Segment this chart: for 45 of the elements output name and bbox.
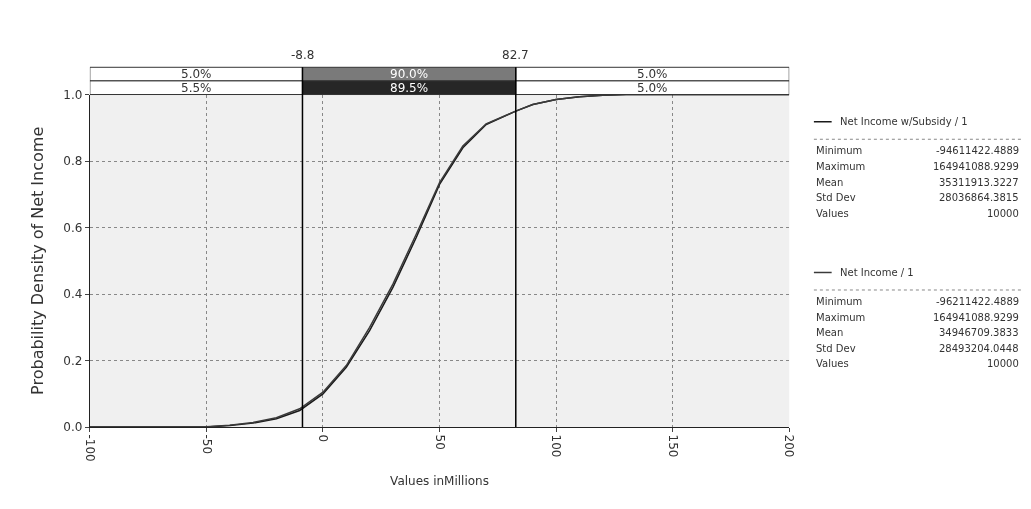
text: 164941088.9299 (933, 312, 1019, 323)
annotation: 5.5% (181, 81, 212, 95)
text: 34946709.3833 (939, 327, 1019, 338)
text: Values (816, 208, 849, 219)
y-tick-label: 0.6 (63, 220, 83, 235)
text: Minimum (816, 145, 863, 156)
legend-label: Net Income w/Subsidy / 1 (840, 116, 968, 127)
x-tick-label: 50 (432, 434, 447, 450)
text: 5.0% (181, 67, 212, 81)
legend-label: Net Income / 1 (840, 267, 914, 278)
text: Std Dev (816, 343, 856, 354)
text: 28036864.3815 (939, 192, 1019, 203)
text: Maximum (816, 312, 866, 323)
y-tick-label: 0.0 (63, 420, 83, 435)
text: 90.0% (390, 67, 429, 81)
y-tick-label: 0.8 (63, 154, 83, 169)
x-axis-title: Values inMillions (390, 473, 489, 488)
text: Std Dev (816, 192, 856, 203)
text: -94611422.4889 (936, 145, 1020, 156)
text: Values (816, 358, 849, 369)
text: Mean (816, 327, 844, 338)
x-tick-label: 200 (782, 434, 797, 458)
text: 10000 (987, 208, 1019, 219)
x-tick-label: 150 (665, 434, 680, 458)
annotation: 5.0% (637, 81, 668, 95)
ref-line-label: -8.8 (291, 48, 315, 62)
y-axis-title: Probability Density of Net Income (28, 126, 48, 395)
text: 5.0% (637, 67, 668, 81)
x-tick-label: -100 (82, 434, 97, 462)
text: Maximum (816, 161, 866, 172)
text: Minimum (816, 296, 863, 307)
text: -96211422.4889 (936, 296, 1020, 307)
text: 164941088.9299 (933, 161, 1019, 172)
text: 35311913.3227 (939, 177, 1019, 188)
x-tick-label: -50 (199, 434, 214, 455)
x-tick-label: 0 (316, 434, 331, 443)
y-tick-label: 1.0 (63, 87, 83, 102)
annotation: 89.5% (390, 81, 429, 95)
text: 10000 (987, 358, 1019, 369)
y-tick-label: 0.4 (63, 287, 83, 302)
x-tick-label: 100 (549, 434, 564, 458)
text: 28493204.0448 (939, 343, 1019, 354)
ref-line-label: 82.7 (502, 48, 529, 62)
y-tick-label: 0.2 (63, 353, 83, 368)
text: Mean (816, 177, 844, 188)
